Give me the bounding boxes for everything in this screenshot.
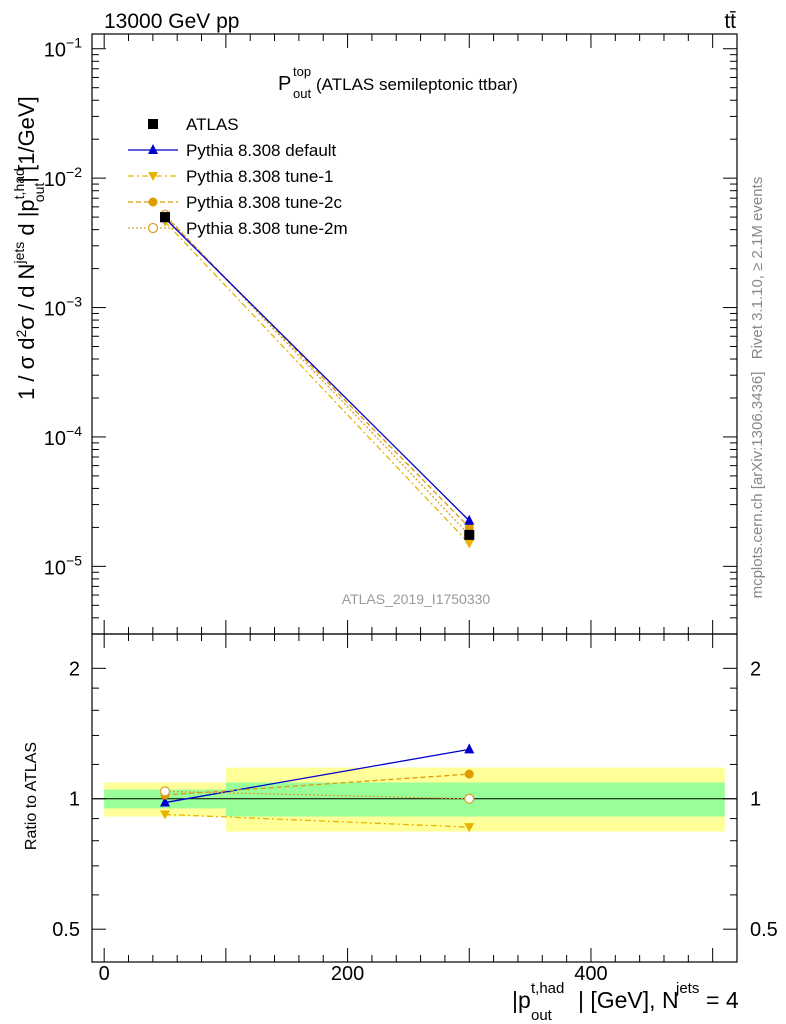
- xlabel-sup: t,had: [531, 980, 564, 997]
- ratio-panel: 0 200 400 0.5 0.5 1 1 2 2: [52, 633, 778, 985]
- marker-tune2m: [464, 793, 475, 804]
- legend: ATLAS Pythia 8.308 default Pythia 8.308 tu…: [128, 115, 348, 238]
- title-rest: (ATLAS semileptonic ttbar): [316, 75, 518, 94]
- main-line-default: [164, 217, 470, 522]
- legend-label-atlas: ATLAS: [186, 115, 239, 134]
- xlabel-main: |p: [512, 987, 531, 1013]
- energy-label: 13000 GeV pp: [104, 10, 239, 33]
- main-ylabel: 1 / σ d2σ / d Njets d |pt,had out| [1/GeV…: [11, 96, 47, 400]
- marker-tune1: [464, 823, 475, 833]
- process-label: tt̄: [724, 10, 736, 33]
- marker-tune1: [148, 172, 158, 181]
- ratio-y-tick-label-left: 1: [69, 789, 80, 811]
- ratio-y-tick-label-left: 0.5: [52, 919, 80, 941]
- y-tick-label: 10−2: [44, 164, 82, 191]
- legend-label-tune1: Pythia 8.308 tune-1: [186, 167, 333, 186]
- y-tick-label: 10−1: [44, 35, 82, 62]
- marker-default: [464, 514, 475, 525]
- marker-default: [148, 144, 158, 154]
- ratio-y-tick-label-right: 2: [750, 658, 761, 680]
- x-axis-label: |p t,had out | [GeV], N jets = 4: [512, 980, 739, 1024]
- ratio-y-tick-label-right: 0.5: [750, 919, 778, 941]
- main-title: P top out (ATLAS semileptonic ttbar): [278, 64, 518, 101]
- ratio-y-tick-label-left: 2: [69, 658, 80, 680]
- xlabel-sub: out: [531, 1007, 553, 1024]
- marker-atlas: [464, 529, 475, 540]
- x-tick-label: 200: [331, 963, 364, 985]
- ratio-line-default: [164, 748, 470, 804]
- marker-tune1: [160, 810, 171, 820]
- marker-atlas: [148, 119, 158, 129]
- xlabel-end: = 4: [706, 987, 739, 1013]
- main-line-tune1: [164, 221, 470, 545]
- analysis-watermark: ATLAS_2019_I1750330: [342, 591, 491, 607]
- marker-tune2c: [148, 197, 158, 207]
- xlabel-mid: | [GeV], N: [578, 987, 679, 1013]
- x-tick-label: 400: [574, 963, 607, 985]
- main-line-tune2c: [164, 215, 470, 528]
- ratio-line-tune2m: [165, 790, 470, 800]
- xlabel-sup2: jets: [675, 980, 699, 997]
- title-main: P: [278, 73, 291, 95]
- ratio-line-tune1: [164, 813, 470, 828]
- rivet-label: Rivet 3.1.10, ≥ 2.1M events: [749, 177, 766, 360]
- legend-label-tune2c: Pythia 8.308 tune-2c: [186, 193, 342, 212]
- mcplots-label: mcplots.cern.ch [arXiv:1306.3436]: [749, 372, 766, 599]
- legend-label-default: Pythia 8.308 default: [186, 141, 337, 160]
- ratio-line-tune2c: [164, 773, 470, 796]
- marker-tune2m: [147, 222, 159, 234]
- y-tick-label: 10−3: [44, 294, 82, 321]
- marker-tune2c: [464, 522, 474, 532]
- ratio-y-tick-label-right: 1: [750, 789, 761, 811]
- marker-atlas: [160, 212, 171, 223]
- ratio-frame: [91, 633, 738, 963]
- main-panel: 10−5 10−4 10−3 10−2 10−1: [44, 33, 738, 635]
- ratio-ylabel: Ratio to ATLAS: [23, 742, 40, 850]
- y-tick-label: 10−4: [44, 423, 82, 450]
- x-tick-label: 0: [99, 963, 110, 985]
- legend-label-tune2m: Pythia 8.308 tune-2m: [186, 219, 348, 238]
- marker-tune2c: [464, 769, 474, 779]
- main-ylabel-text: 1 / σ d2σ / d Njets d |pt,had out| [1/GeV…: [11, 96, 47, 400]
- marker-tune2m: [159, 786, 171, 797]
- y-tick-label: 10−5: [44, 552, 82, 579]
- marker-default: [160, 796, 171, 807]
- marker-default: [464, 743, 475, 754]
- title-sub: out: [293, 86, 311, 101]
- marker-tune1: [464, 539, 475, 549]
- uncertainty-band-inner-1: [225, 782, 725, 817]
- title-sup: top: [293, 64, 311, 79]
